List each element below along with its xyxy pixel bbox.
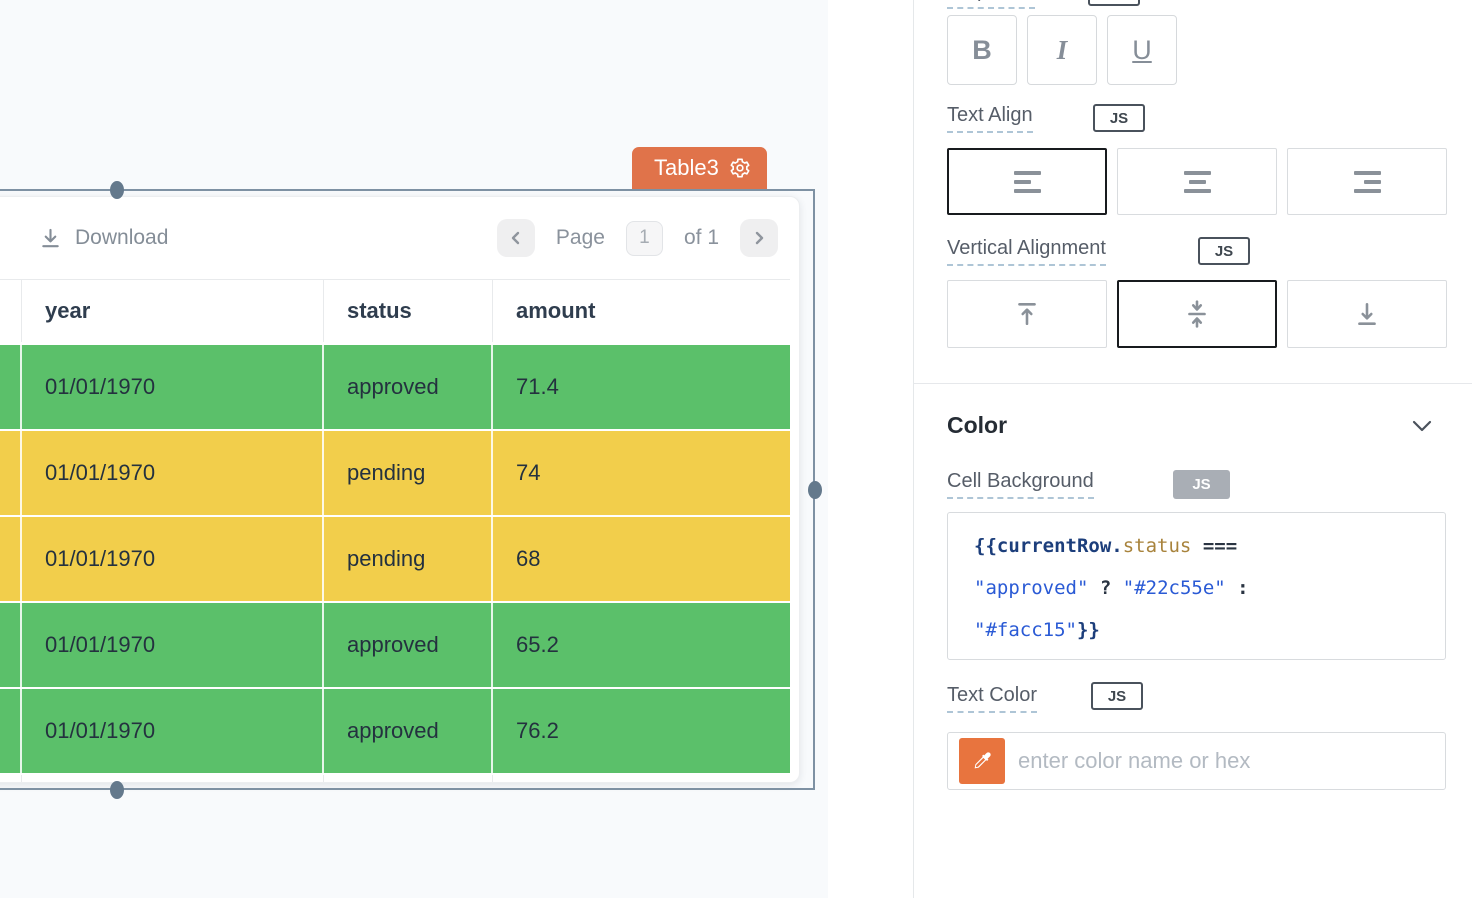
table-cell-sliver (0, 689, 22, 773)
table-row[interactable]: 01/01/1970 approved 65.2 (0, 603, 790, 687)
page-number-input[interactable] (625, 220, 663, 256)
table-cell-amount: 71.4 (493, 345, 790, 429)
table-cell-status: approved (324, 689, 493, 773)
valign-top-button[interactable] (947, 280, 1107, 348)
editor-canvas[interactable]: Table3 Download (0, 0, 828, 898)
align-left-icon (1013, 170, 1041, 193)
next-page-button[interactable] (740, 219, 778, 257)
text-color-input[interactable] (1018, 733, 1438, 789)
table-cell-sliver (0, 345, 22, 429)
chevron-down-icon[interactable] (1412, 420, 1432, 432)
chevron-left-icon (509, 231, 523, 245)
code-line: "approved" ? "#22c55e" : (974, 577, 1249, 599)
align-right-button[interactable] (1287, 148, 1447, 215)
text-color-js-toggle[interactable]: JS (1091, 682, 1143, 710)
table-cell-year: 01/01/1970 (22, 431, 324, 515)
cell-background-js-toggle[interactable]: JS (1173, 470, 1230, 499)
table-cell-status: pending (324, 431, 493, 515)
valign-bottom-button[interactable] (1287, 280, 1447, 348)
inspector-panel: Emphasis JS B I U Text Align JS Vertical… (913, 0, 1472, 898)
text-align-js-toggle[interactable]: JS (1093, 104, 1145, 132)
text-color-field (947, 732, 1446, 790)
resize-handle-right[interactable] (808, 481, 822, 499)
valign-top-icon (1013, 300, 1041, 328)
component-badge[interactable]: Table3 (632, 147, 767, 189)
table-partial-row (0, 775, 790, 782)
resize-handle-bottom[interactable] (110, 781, 124, 799)
prev-page-button[interactable] (496, 219, 535, 257)
text-color-label[interactable]: Text Color (947, 684, 1038, 713)
bold-icon: B (972, 34, 992, 65)
italic-button[interactable]: I (1027, 15, 1097, 85)
eyedropper-icon (971, 750, 993, 772)
valign-bottom-icon (1353, 300, 1381, 328)
table-row[interactable]: 01/01/1970 pending 68 (0, 517, 790, 601)
emphasis-label[interactable]: Emphasis (947, 0, 1035, 9)
vertical-alignment-js-toggle[interactable]: JS (1198, 237, 1250, 265)
code-line: "#facc15"}} (974, 619, 1100, 641)
gear-icon[interactable] (729, 157, 751, 179)
table-cell-amount: 74 (493, 431, 790, 515)
table-cell-year: 01/01/1970 (22, 689, 324, 773)
table-cell-status: approved (324, 345, 493, 429)
underline-icon: U (1132, 34, 1152, 65)
table-component[interactable]: Download Page of 1 year (0, 196, 800, 783)
table-header-cell (0, 280, 22, 342)
cell-background-label[interactable]: Cell Background (947, 470, 1094, 499)
color-picker-swatch[interactable] (959, 738, 1005, 784)
page-label: Page (555, 226, 605, 249)
download-label: Download (75, 226, 169, 249)
table-cell-status: pending (324, 517, 493, 601)
download-button[interactable]: Download (39, 197, 168, 279)
component-badge-label: Table3 (654, 155, 719, 180)
download-icon (39, 227, 62, 250)
column-header-amount[interactable]: amount (516, 298, 596, 323)
underline-button[interactable]: U (1107, 15, 1177, 85)
table-row[interactable]: 01/01/1970 approved 71.4 (0, 345, 790, 429)
table-cell-sliver (0, 603, 22, 687)
column-header-year[interactable]: year (22, 280, 324, 342)
column-header-status[interactable]: status (324, 280, 493, 342)
table-cell-sliver (0, 517, 22, 601)
vertical-alignment-label[interactable]: Vertical Alignment (947, 237, 1106, 266)
color-section-title: Color (947, 412, 1008, 438)
italic-icon: I (1056, 34, 1068, 65)
chevron-right-icon (752, 231, 766, 245)
pagination: Page of 1 (496, 197, 778, 279)
table-cell-sliver (0, 431, 22, 515)
align-center-button[interactable] (1117, 148, 1277, 215)
section-divider (914, 383, 1472, 384)
table-cell-amount: 65.2 (493, 603, 790, 687)
text-align-label[interactable]: Text Align (947, 104, 1033, 133)
table-cell-year: 01/01/1970 (22, 603, 324, 687)
resize-handle-top[interactable] (110, 181, 124, 199)
table-cell-amount: 76.2 (493, 689, 790, 773)
table-header-row: year status amount (0, 279, 790, 342)
align-right-icon (1353, 170, 1381, 193)
code-line: {{currentRow.status === (974, 535, 1238, 557)
table-cell-status: approved (324, 603, 493, 687)
table-toolbar: Download Page of 1 (0, 197, 799, 279)
align-center-icon (1183, 170, 1211, 193)
table-cell-amount: 68 (493, 517, 790, 601)
table-row[interactable]: 01/01/1970 approved 76.2 (0, 689, 790, 773)
table-body: 01/01/1970 approved 71.4 01/01/1970 pending 7… (0, 345, 790, 775)
valign-middle-icon (1183, 300, 1211, 328)
table-cell-year: 01/01/1970 (22, 517, 324, 601)
bold-button[interactable]: B (947, 15, 1017, 85)
page-of-label: of 1 (683, 226, 719, 249)
align-left-button[interactable] (947, 148, 1107, 215)
valign-middle-button[interactable] (1117, 280, 1277, 348)
emphasis-js-toggle[interactable]: JS (1088, 0, 1140, 6)
table-row[interactable]: 01/01/1970 pending 74 (0, 431, 790, 515)
cell-background-code-editor[interactable]: {{currentRow.status === "approved" ? "#22… (947, 512, 1446, 660)
table-cell-year: 01/01/1970 (22, 345, 324, 429)
